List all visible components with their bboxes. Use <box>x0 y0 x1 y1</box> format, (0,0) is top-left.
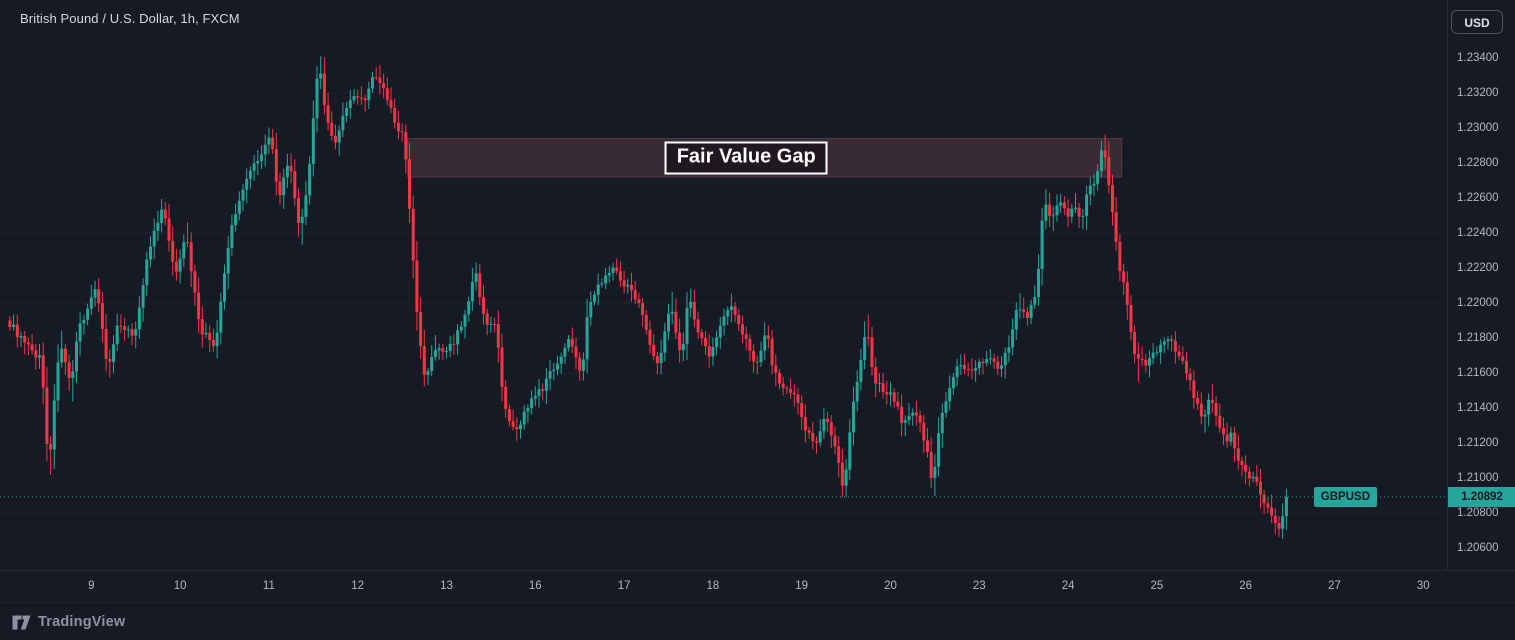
time-tick-label: 13 <box>440 580 453 592</box>
time-tick-label: 24 <box>1061 580 1075 592</box>
tradingview-logo-icon <box>12 614 31 631</box>
time-tick-label: 16 <box>528 580 542 592</box>
price-tick-label: 1.23400 <box>1457 52 1499 64</box>
fair-value-gap-label[interactable]: Fair Value Gap <box>664 141 828 175</box>
time-tick-label: 11 <box>262 580 275 592</box>
time-tick-label: 19 <box>795 580 809 592</box>
candlestick-canvas[interactable] <box>0 0 1447 570</box>
time-tick-label: 20 <box>884 580 897 592</box>
price-tick-label: 1.22400 <box>1457 227 1499 239</box>
time-tick-label: 30 <box>1416 580 1430 592</box>
time-tick-label: 26 <box>1239 580 1252 592</box>
time-tick-label: 17 <box>617 580 631 592</box>
price-tick-label: 1.22200 <box>1457 262 1499 274</box>
chart-pane[interactable]: British Pound / U.S. Dollar, 1h, FXCM Fa… <box>0 0 1447 570</box>
price-tick-label: 1.21000 <box>1457 472 1499 484</box>
price-tick-label: 1.23000 <box>1457 122 1499 134</box>
price-tick-label: 1.21600 <box>1457 367 1499 379</box>
time-tick-label: 18 <box>706 580 720 592</box>
price-tick-label: 1.22800 <box>1457 157 1499 169</box>
time-axis[interactable]: 9 10 11 12 13 16 17 18 19 20 23 24 25 26 27 30 <box>0 570 1515 603</box>
price-tick-label: 1.20600 <box>1457 542 1499 554</box>
last-price-symbol-tag: GBPUSD <box>1313 486 1377 507</box>
last-price-badge: 1.20892 <box>1448 486 1515 507</box>
currency-toggle-button[interactable]: USD <box>1451 10 1503 34</box>
price-tick-label: 1.23200 <box>1457 87 1499 99</box>
time-tick-label: 23 <box>972 580 986 592</box>
time-tick-label: 25 <box>1150 580 1164 592</box>
symbol-legend[interactable]: British Pound / U.S. Dollar, 1h, FXCM <box>20 11 240 26</box>
price-tick-label: 1.20800 <box>1457 507 1499 519</box>
time-tick-label: 9 <box>88 580 95 592</box>
tradingview-logo-text: TradingView <box>38 614 126 630</box>
tradingview-logo[interactable]: TradingView <box>12 614 125 631</box>
price-tick-label: 1.22600 <box>1457 192 1499 204</box>
price-tick-label: 1.22000 <box>1457 297 1499 309</box>
time-tick-label: 27 <box>1328 580 1341 592</box>
time-tick-label: 10 <box>173 580 187 592</box>
price-tick-label: 1.21800 <box>1457 332 1499 344</box>
time-tick-label: 12 <box>351 580 365 592</box>
bottom-toolbar: TradingView <box>0 602 1515 640</box>
price-tick-label: 1.21400 <box>1457 402 1499 414</box>
price-tick-label: 1.21200 <box>1457 437 1499 449</box>
price-axis[interactable]: USD 1.20892 1.23400 1.23200 1.23000 1.22800… <box>1447 0 1515 570</box>
